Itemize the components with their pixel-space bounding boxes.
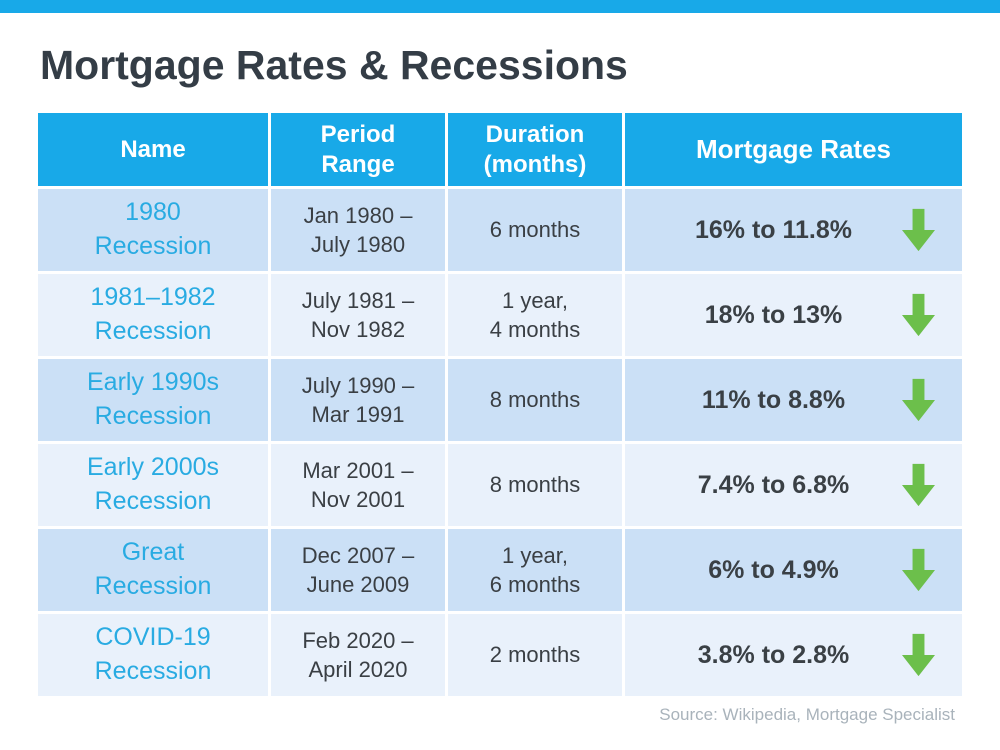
cell-duration: 1 year, 6 months — [448, 529, 622, 611]
page-title: Mortgage Rates & Recessions — [40, 42, 628, 88]
recessions-table: Name Period Range Duration (months) Mort… — [38, 113, 962, 696]
cell-mortgage-rates: 18% to 13% — [625, 274, 962, 356]
cell-period-range: Mar 2001 – Nov 2001 — [271, 444, 445, 526]
cell-mortgage-rates: 6% to 4.9% — [625, 529, 962, 611]
down-arrow-icon — [902, 463, 935, 507]
cell-recession-name: Great Recession — [38, 529, 268, 611]
down-arrow-icon — [902, 633, 935, 677]
down-arrow-icon — [902, 208, 935, 252]
down-arrow-icon — [902, 378, 935, 422]
cell-recession-name: Early 1990s Recession — [38, 359, 268, 441]
rate-change-text: 16% to 11.8% — [694, 215, 853, 244]
column-header-period-range: Period Range — [271, 113, 445, 186]
cell-period-range: July 1981 – Nov 1982 — [271, 274, 445, 356]
cell-period-range: Jan 1980 – July 1980 — [271, 189, 445, 271]
cell-recession-name: COVID-19 Recession — [38, 614, 268, 696]
cell-period-range: Feb 2020 – April 2020 — [271, 614, 445, 696]
column-header-mortgage-rates: Mortgage Rates — [625, 113, 962, 186]
rate-change-text: 6% to 4.9% — [708, 555, 839, 584]
column-header-duration: Duration (months) — [448, 113, 622, 186]
cell-duration: 8 months — [448, 359, 622, 441]
down-arrow-icon — [902, 293, 935, 337]
source-attribution: Source: Wikipedia, Mortgage Specialist — [659, 705, 955, 724]
rate-change-text: 11% to 8.8% — [701, 385, 846, 414]
down-arrow-icon — [902, 548, 935, 592]
rate-change-text: 7.4% to 6.8% — [697, 470, 850, 499]
rate-change-text: 3.8% to 2.8% — [697, 640, 850, 669]
cell-recession-name: 1981–1982 Recession — [38, 274, 268, 356]
top-accent-bar — [0, 0, 1000, 13]
cell-recession-name: Early 2000s Recession — [38, 444, 268, 526]
rate-change-text: 18% to 13% — [704, 300, 843, 329]
cell-mortgage-rates: 3.8% to 2.8% — [625, 614, 962, 696]
cell-mortgage-rates: 7.4% to 6.8% — [625, 444, 962, 526]
column-header-name: Name — [38, 113, 268, 186]
cell-duration: 8 months — [448, 444, 622, 526]
cell-duration: 2 months — [448, 614, 622, 696]
cell-period-range: Dec 2007 – June 2009 — [271, 529, 445, 611]
cell-recession-name: 1980 Recession — [38, 189, 268, 271]
cell-duration: 6 months — [448, 189, 622, 271]
cell-duration: 1 year, 4 months — [448, 274, 622, 356]
cell-period-range: July 1990 – Mar 1991 — [271, 359, 445, 441]
cell-mortgage-rates: 11% to 8.8% — [625, 359, 962, 441]
cell-mortgage-rates: 16% to 11.8% — [625, 189, 962, 271]
